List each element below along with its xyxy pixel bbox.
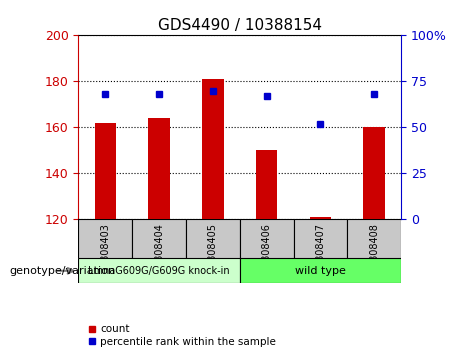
Text: genotype/variation: genotype/variation (9, 266, 115, 276)
Text: GSM808403: GSM808403 (100, 223, 110, 282)
Text: GSM808405: GSM808405 (208, 223, 218, 282)
Text: LmnaG609G/G609G knock-in: LmnaG609G/G609G knock-in (88, 266, 230, 276)
Bar (256, 150, 278, 219)
FancyBboxPatch shape (347, 219, 401, 258)
Text: GSM808404: GSM808404 (154, 223, 164, 282)
Bar (363, 127, 385, 219)
Text: GSM808407: GSM808407 (315, 223, 325, 282)
Bar (148, 118, 170, 219)
FancyBboxPatch shape (78, 219, 132, 258)
Text: wild type: wild type (295, 266, 346, 276)
FancyBboxPatch shape (78, 258, 240, 283)
FancyBboxPatch shape (186, 219, 240, 258)
FancyBboxPatch shape (240, 219, 294, 258)
FancyBboxPatch shape (294, 219, 347, 258)
Bar (310, 217, 331, 219)
FancyBboxPatch shape (132, 219, 186, 258)
Bar (202, 79, 224, 219)
Legend: count, percentile rank within the sample: count, percentile rank within the sample (83, 320, 280, 351)
Title: GDS4490 / 10388154: GDS4490 / 10388154 (158, 18, 322, 33)
Bar (95, 123, 116, 219)
Text: GSM808408: GSM808408 (369, 223, 379, 282)
Text: GSM808406: GSM808406 (261, 223, 272, 282)
FancyBboxPatch shape (240, 258, 401, 283)
